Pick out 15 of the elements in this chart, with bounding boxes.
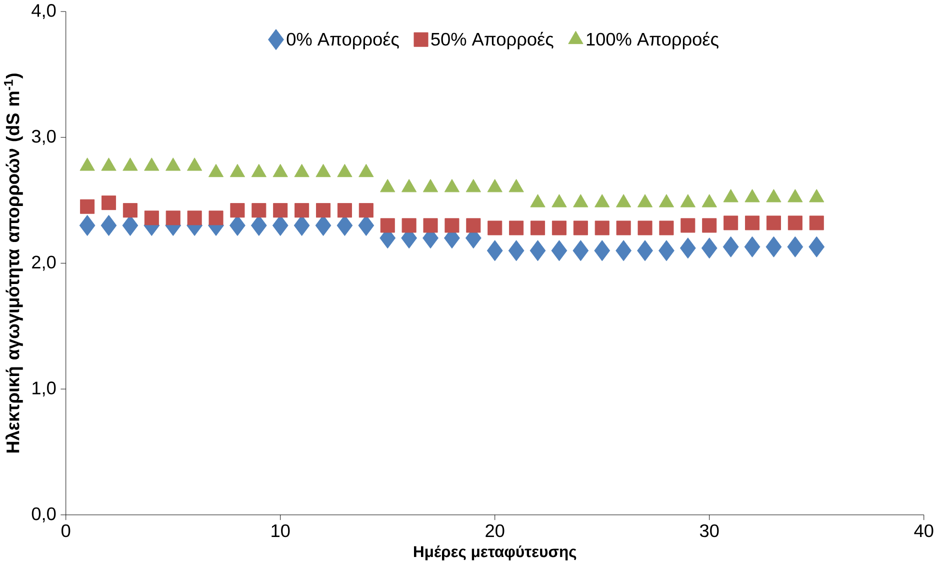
- y-tick-label: 2,0: [32, 256, 56, 271]
- x-tick-label: 30: [700, 524, 719, 537]
- y-tick-label: 1,0: [32, 381, 56, 396]
- y-axis-title: Ηλεκτρική αγωγιμότητα απορροών (dS m$^{-1}$): [4, 73, 23, 452]
- x-tick-label: 20: [486, 524, 504, 537]
- x-tick-label: 10: [272, 524, 290, 537]
- y-tick-label: 3,0: [32, 130, 56, 145]
- legend-label: 0% Απορροές: [286, 32, 399, 50]
- y-tick-label: 4,0: [32, 4, 56, 19]
- x-axis-title: Ημέρες μεταφύτευσης: [414, 545, 576, 560]
- legend-label: 50% Απορροές: [431, 32, 554, 50]
- x-tick-label: 0: [62, 524, 70, 537]
- x-tick-label: 40: [914, 524, 934, 537]
- y-tick-label: 0,0: [32, 507, 56, 522]
- legend-label: 100% Απορροές: [586, 32, 718, 50]
